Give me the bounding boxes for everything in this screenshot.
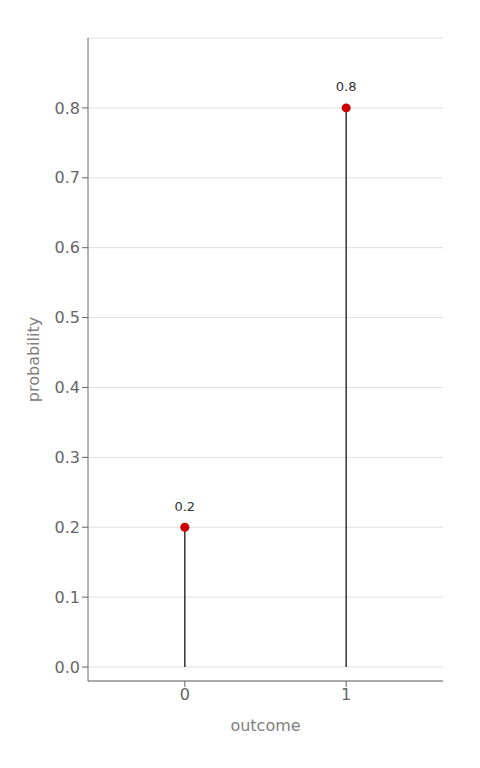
svg-text:0.4: 0.4 xyxy=(55,378,80,397)
svg-text:outcome: outcome xyxy=(230,716,300,735)
svg-text:0.7: 0.7 xyxy=(55,168,80,187)
svg-text:probability: probability xyxy=(24,317,43,402)
svg-text:0: 0 xyxy=(180,685,190,704)
svg-text:0.1: 0.1 xyxy=(55,588,80,607)
svg-text:0.2: 0.2 xyxy=(174,499,195,514)
svg-text:0.8: 0.8 xyxy=(336,79,357,94)
svg-text:0.5: 0.5 xyxy=(55,308,80,327)
svg-text:0.2: 0.2 xyxy=(55,518,80,537)
svg-text:0.8: 0.8 xyxy=(55,99,80,118)
svg-text:0.6: 0.6 xyxy=(55,238,80,257)
svg-text:0.0: 0.0 xyxy=(55,658,80,677)
svg-text:1: 1 xyxy=(341,685,351,704)
svg-text:0.3: 0.3 xyxy=(55,448,80,467)
